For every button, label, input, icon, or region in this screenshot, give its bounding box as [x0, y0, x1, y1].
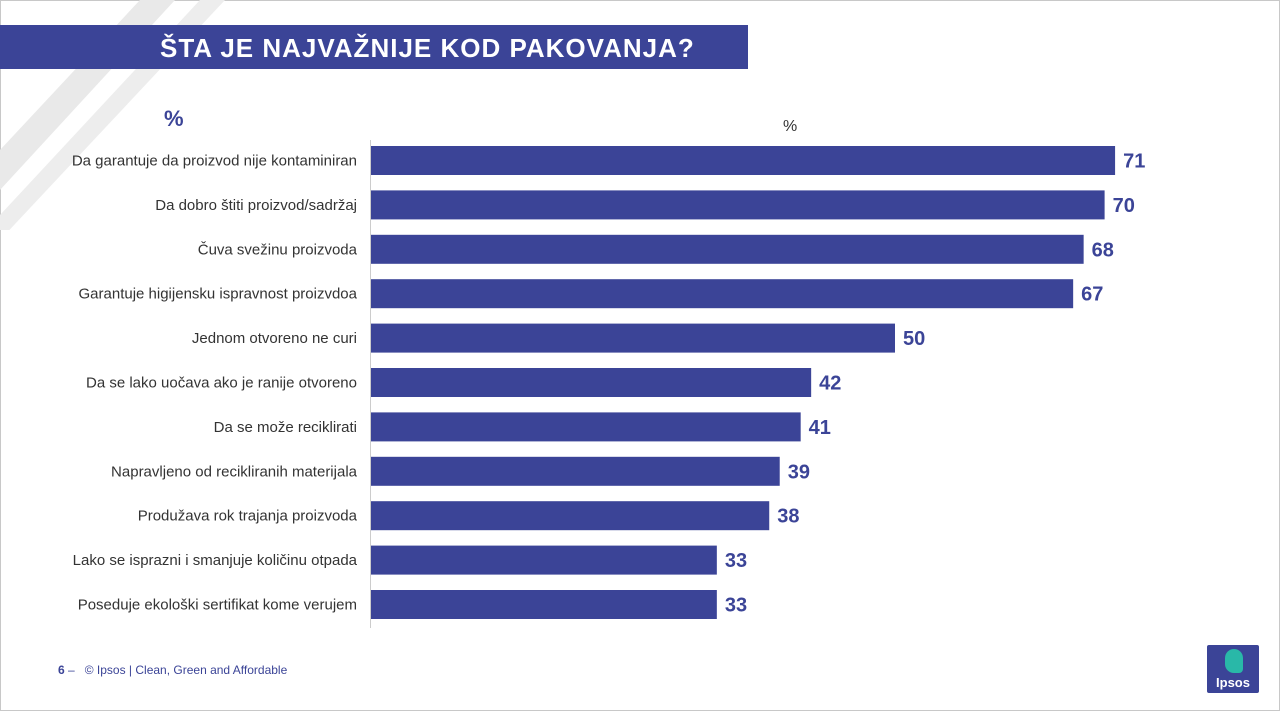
unit-label-left: % [164, 106, 184, 131]
value-label-3: 68 [1092, 239, 1114, 261]
value-label-1: 71 [1123, 151, 1145, 173]
bar-3 [371, 234, 1084, 264]
value-label-7: 41 [809, 417, 831, 439]
category-label-11: Poseduje ekološki sertifikat kome veruje… [78, 597, 357, 614]
category-axis-line [370, 140, 371, 628]
ipsos-logo: Ipsos [1207, 645, 1259, 693]
value-label-5: 50 [903, 328, 925, 350]
bar-6 [371, 368, 812, 397]
page-number: 6 [58, 663, 65, 677]
category-label-5: Jednom otvoreno ne curi [192, 330, 357, 347]
value-label-2: 70 [1113, 195, 1135, 217]
value-label-10: 33 [725, 550, 747, 572]
footer: 6 – © Ipsos | Clean, Green and Affordabl… [58, 663, 287, 677]
page-title: ŠTA JE NAJVAŽNIJE KOD PAKOVANJA? [160, 33, 695, 63]
value-label-9: 38 [777, 506, 799, 528]
bar-2 [371, 190, 1105, 220]
category-label-2: Da dobro štiti proizvod/sadržaj [155, 197, 357, 214]
bar-5 [371, 323, 895, 353]
category-label-6: Da se lako uočava ako je ranije otvoreno [86, 375, 357, 392]
bar-9 [371, 501, 770, 531]
value-label-4: 67 [1081, 284, 1103, 306]
value-label-11: 33 [725, 595, 747, 617]
title-bar [0, 25, 748, 69]
value-label-8: 39 [788, 461, 810, 483]
category-label-1: Da garantuje da proizvod nije kontaminir… [72, 153, 357, 170]
category-label-7: Da se može reciklirati [214, 419, 357, 436]
category-label-8: Napravljeno od recikliranih materijala [111, 463, 358, 480]
bar-1 [371, 146, 1116, 175]
category-label-3: Čuva svežinu proizvoda [198, 241, 358, 258]
category-label-10: Lako se isprazni i smanjuje količinu otp… [73, 552, 358, 569]
bar-8 [371, 456, 780, 486]
bar-7 [371, 412, 801, 442]
value-label-6: 42 [819, 373, 841, 395]
unit-label-top: % [783, 118, 798, 135]
footer-dash: – [68, 663, 75, 677]
bar-11 [371, 590, 717, 619]
footer-text: © Ipsos | Clean, Green and Affordable [84, 663, 288, 677]
category-label-4: Garantuje higijensku ispravnost proizvdo… [79, 286, 358, 303]
ipsos-logo-icon [1225, 649, 1243, 673]
bar-4 [371, 279, 1074, 309]
bar-10 [371, 545, 717, 575]
category-label-9: Produžava rok trajanja proizvoda [138, 508, 358, 525]
logo-text: Ipsos [1216, 675, 1250, 690]
